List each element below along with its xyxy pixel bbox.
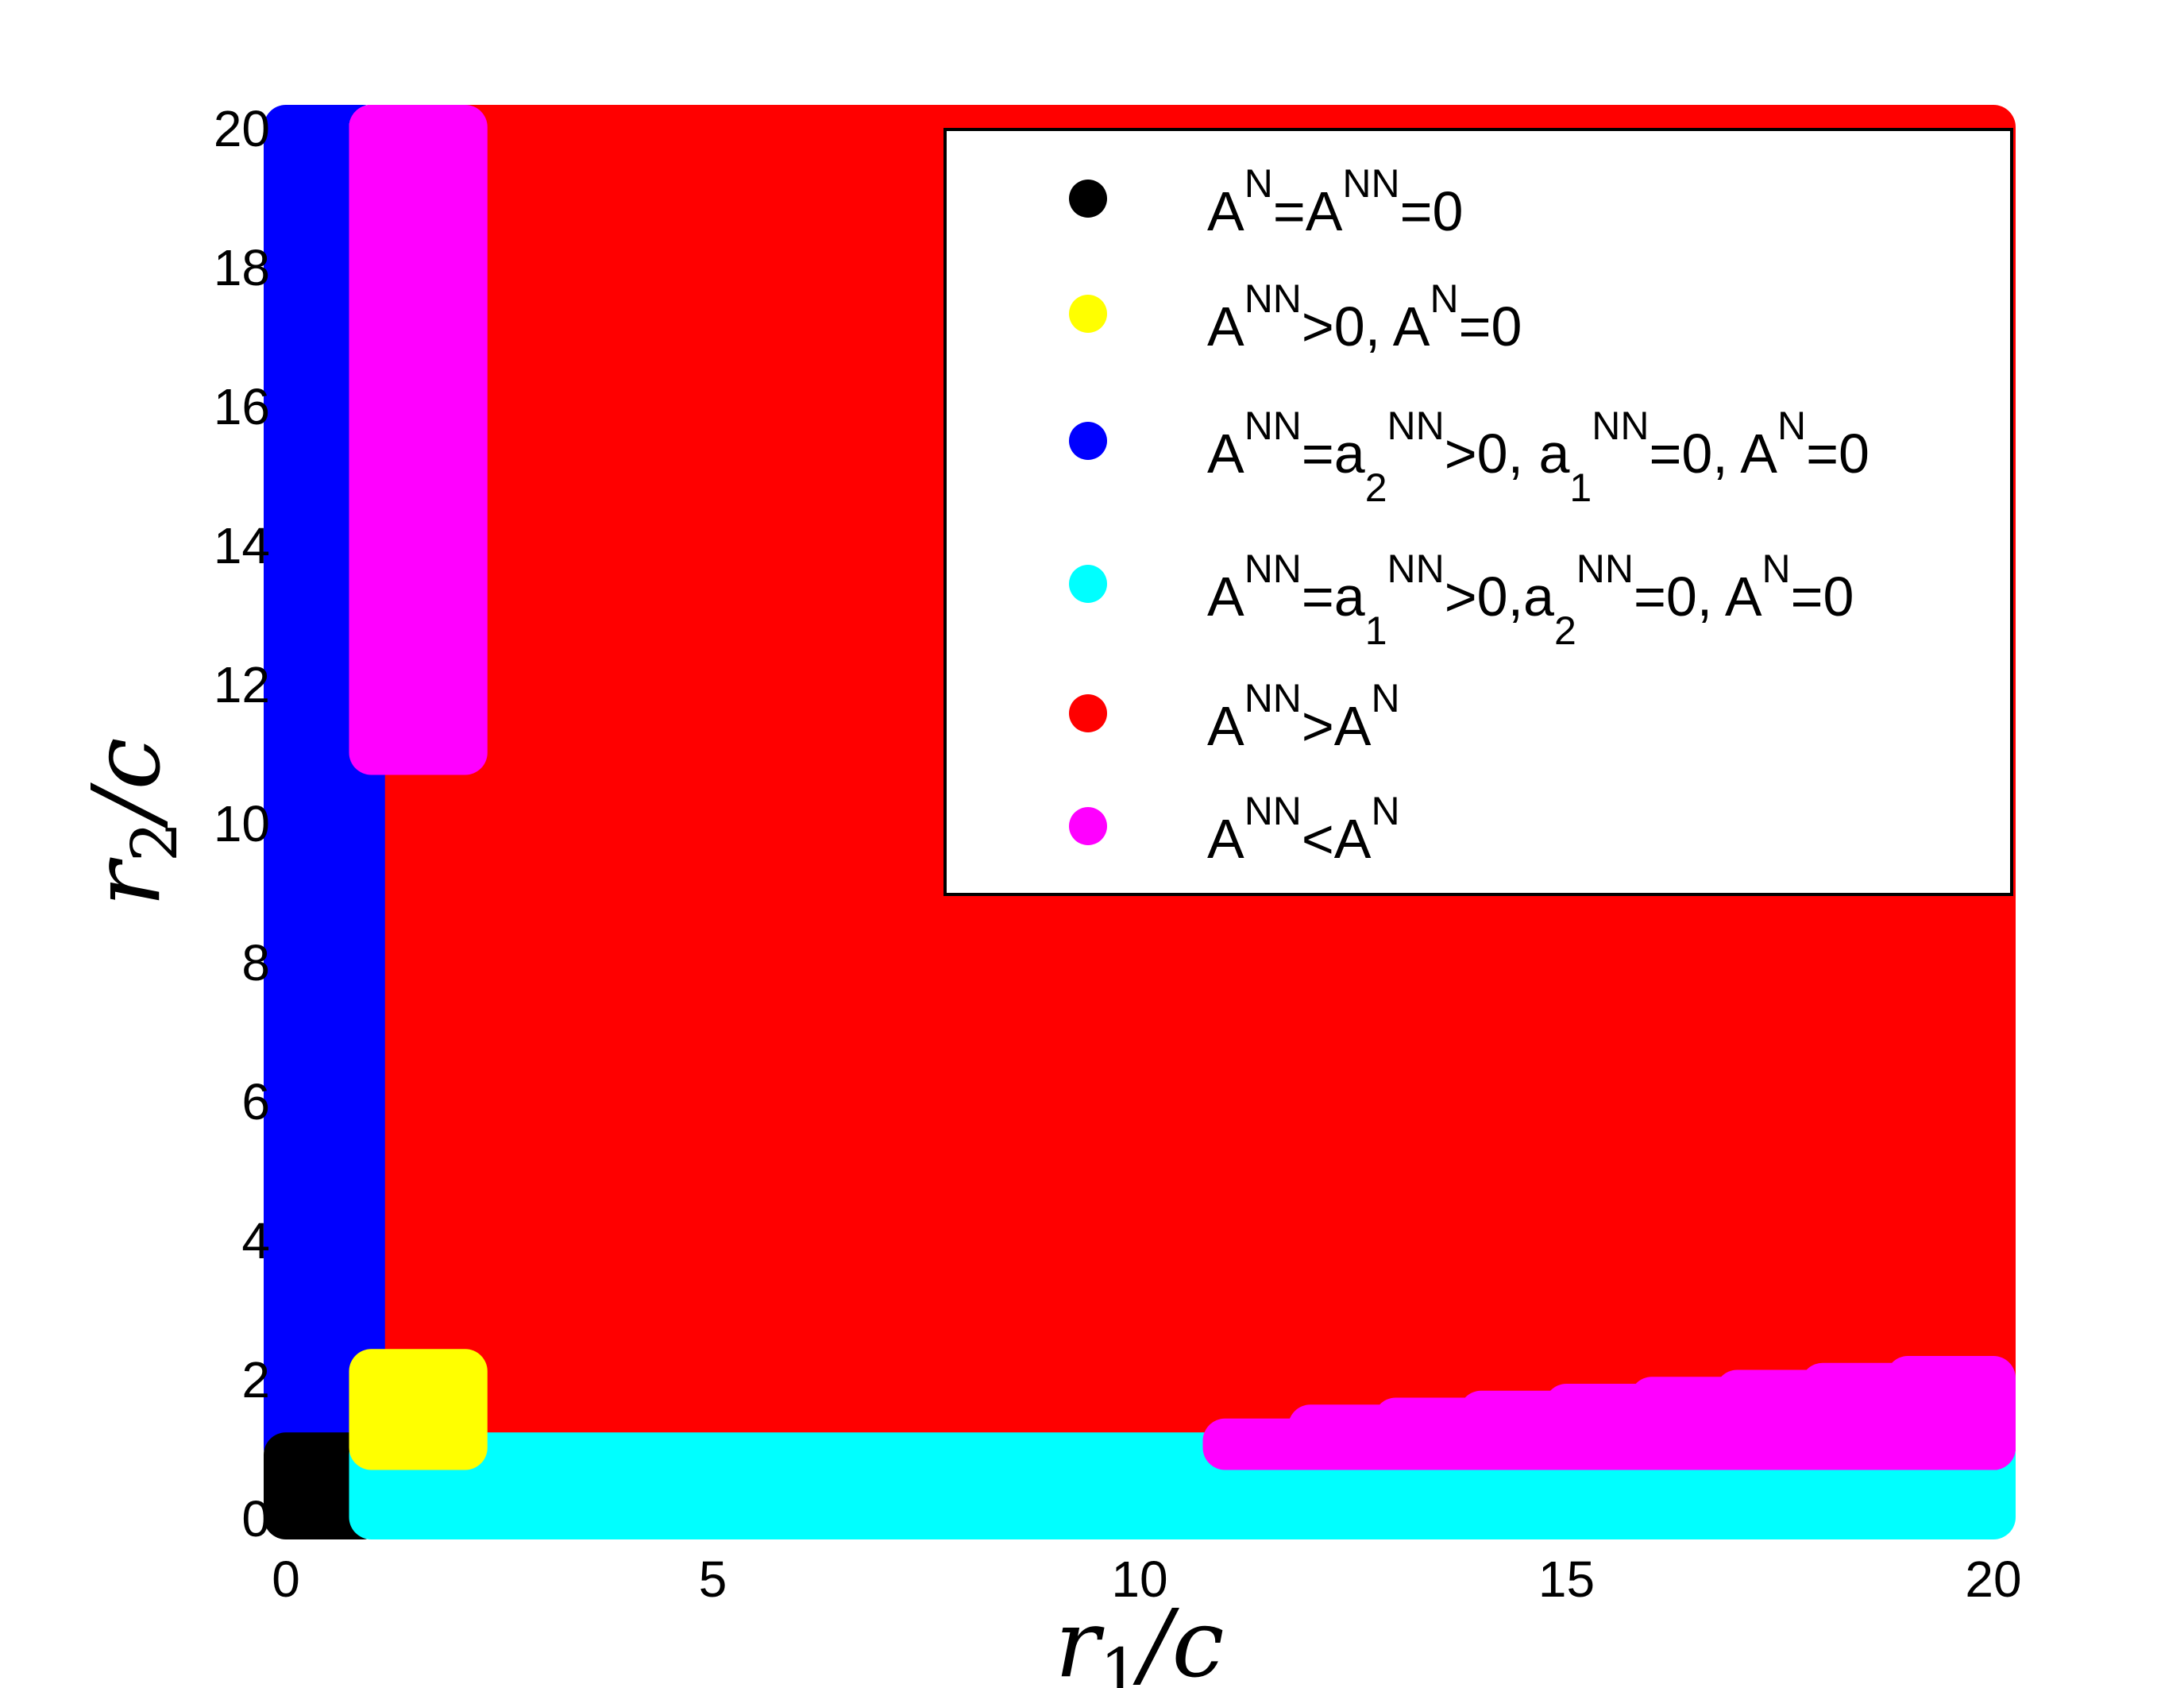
x-tick-label-4: 20 <box>1965 1551 2021 1608</box>
x-tick-label-2: 10 <box>1111 1551 1167 1608</box>
region-s6-8 <box>349 105 419 219</box>
y-tick-label-1: 2 <box>241 1351 270 1408</box>
legend-marker-s3 <box>1069 422 1107 460</box>
x-axis-label: r1/c <box>1055 1589 1224 1688</box>
region-s6-17 <box>1885 1356 2016 1470</box>
y-tick-label-5: 10 <box>214 795 270 852</box>
legend-label-s5: ANN>AN <box>1207 676 1400 757</box>
region-s2-0 <box>349 1349 488 1470</box>
legend-marker-s5 <box>1069 694 1107 732</box>
legend-label-s2: ANN>0, AN=0 <box>1207 276 1522 357</box>
x-tick-label-1: 5 <box>699 1551 727 1608</box>
legend-marker-s4 <box>1069 565 1107 603</box>
y-tick-label-7: 14 <box>214 517 270 574</box>
y-tick-label-10: 20 <box>214 100 270 157</box>
legend-marker-s2 <box>1069 295 1107 333</box>
axes: 0 5 10 15 20 0 2 4 6 8 10 12 14 16 18 20 r1/c r2/c <box>71 100 2022 1688</box>
legend-marker-s6 <box>1069 807 1107 845</box>
legend-label-s1: AN=ANN=0 <box>1207 161 1463 242</box>
x-tick-label-0: 0 <box>272 1551 300 1608</box>
y-tick-label-3: 6 <box>241 1073 270 1130</box>
legend-box <box>943 128 2013 896</box>
x-tick-label-3: 15 <box>1538 1551 1595 1608</box>
legend: AN=ANN=0 ANN>0, AN=0 ANN=a2NN>0, a1NN=0, A… <box>943 128 2013 896</box>
y-tick-label-6: 12 <box>214 656 270 713</box>
y-tick-label-4: 8 <box>241 934 270 991</box>
legend-label-s4: ANN=a1NN>0,a2NN=0, AN=0 <box>1207 547 1854 653</box>
y-tick-label-2: 4 <box>241 1212 270 1269</box>
y-tick-label-9: 18 <box>214 239 270 296</box>
y-axis-label: r2/c <box>71 737 191 906</box>
legend-marker-s1 <box>1069 180 1107 218</box>
y-tick-label-8: 16 <box>214 378 270 435</box>
y-tick-label-0: 0 <box>241 1490 270 1547</box>
legend-label-s3: ANN=a2NN>0, a1NN=0, AN=0 <box>1207 404 1870 510</box>
legend-label-s6: ANN<AN <box>1207 789 1400 870</box>
